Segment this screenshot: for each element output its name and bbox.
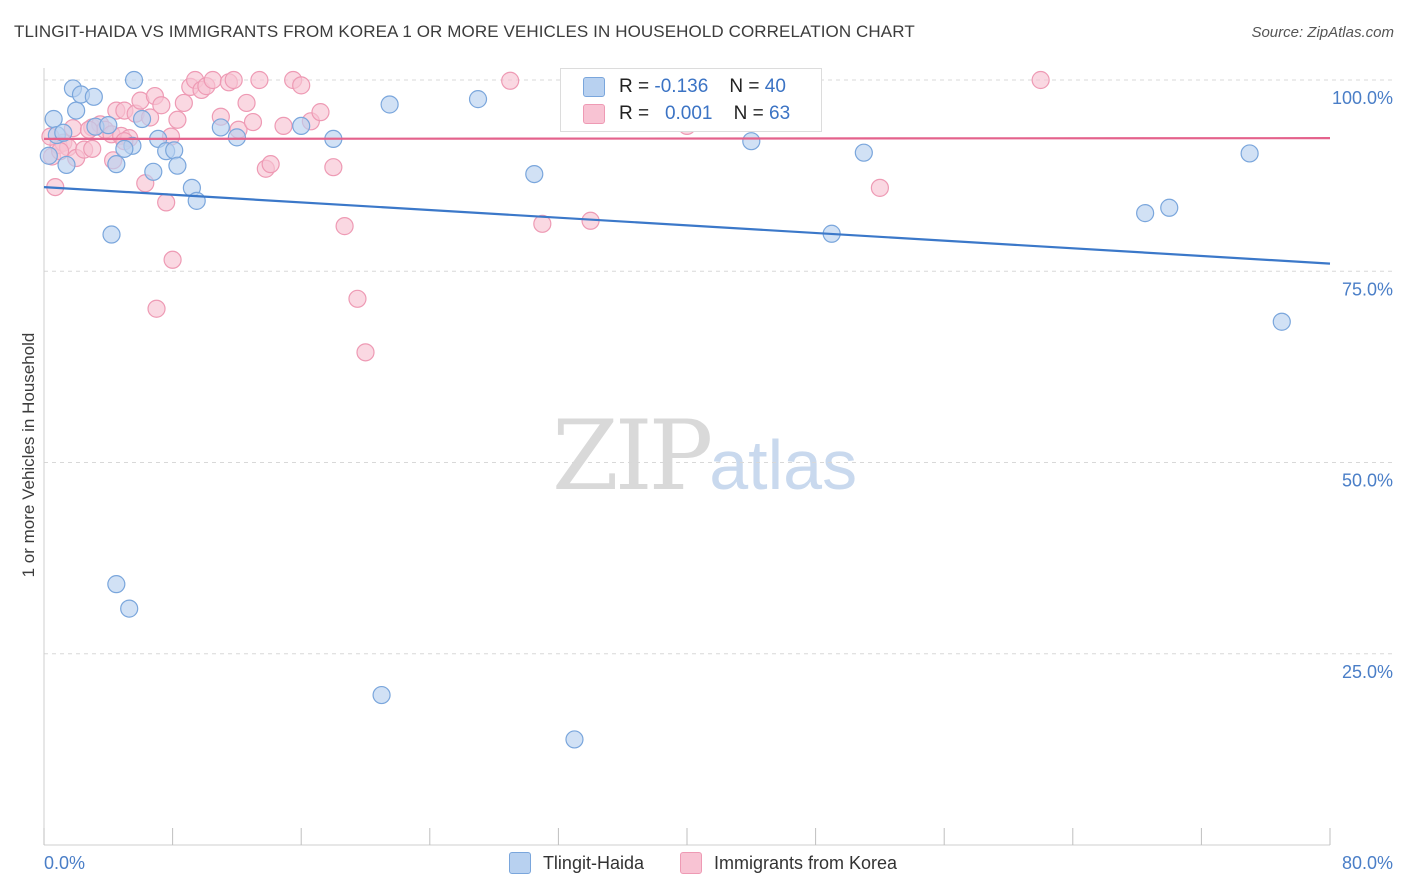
point-korea: [147, 299, 166, 318]
point-tlingit: [1160, 198, 1179, 217]
axes: [43, 68, 1331, 846]
series-legend: Tlingit-Haida Immigrants from Korea: [0, 852, 1406, 874]
r-label: R =: [619, 103, 650, 124]
point-tlingit: [84, 87, 103, 106]
point-tlingit: [165, 141, 184, 160]
point-korea: [870, 178, 890, 197]
y-tick-label: 75.0%: [1342, 279, 1393, 299]
point-tlingit: [120, 599, 139, 618]
point-tlingit: [67, 101, 86, 120]
point-tlingit: [1272, 312, 1291, 331]
blue-swatch: [583, 77, 605, 97]
source-credit: Source: ZipAtlas.com: [1251, 24, 1394, 41]
point-tlingit: [742, 132, 761, 151]
y-axis-label: 1 or more Vehicles in Household: [19, 333, 38, 578]
point-tlingit: [115, 139, 134, 158]
point-korea: [224, 70, 243, 90]
point-korea: [243, 112, 263, 132]
blue-swatch: [508, 852, 531, 874]
pink-swatch: [583, 104, 605, 124]
point-tlingit: [525, 164, 544, 184]
point-tlingit: [107, 575, 126, 594]
point-tlingit: [1240, 144, 1259, 163]
point-korea: [163, 250, 182, 269]
point-tlingit: [57, 155, 76, 175]
point-tlingit: [39, 146, 58, 165]
y-tick-label: 100.0%: [1332, 88, 1393, 108]
n-value: 40: [764, 76, 786, 97]
r-value: -0.136: [654, 76, 709, 97]
pink-swatch: [679, 852, 702, 874]
point-tlingit: [124, 70, 144, 90]
point-korea: [237, 93, 256, 113]
point-korea: [83, 139, 102, 158]
point-korea: [250, 70, 269, 90]
point-tlingit: [227, 128, 246, 147]
x-tick-label-right: 80.0%: [1342, 853, 1393, 873]
point-korea: [533, 214, 552, 233]
chart-title: TLINGIT-HAIDA VS IMMIGRANTS FROM KOREA 1…: [14, 22, 915, 41]
point-tlingit: [372, 685, 391, 705]
legend-row-tlingit: R = -0.136 N = 40: [583, 74, 786, 100]
legend-label: Immigrants from Korea: [713, 852, 898, 873]
trend-line-korea: [43, 137, 1331, 141]
gridlines: [44, 79, 1392, 655]
trend-lines: [43, 137, 1331, 265]
legend-label: Tlingit-Haida: [542, 852, 644, 873]
r-value: 0.001: [664, 103, 713, 124]
point-korea: [501, 71, 520, 90]
n-label: N =: [729, 76, 760, 97]
point-korea: [348, 289, 367, 308]
point-korea: [174, 93, 193, 113]
point-korea: [274, 116, 293, 136]
point-tlingit: [565, 730, 584, 749]
x-tick-label-left: 0.0%: [44, 853, 85, 873]
point-tlingit: [102, 225, 121, 244]
r-label: R =: [619, 76, 650, 97]
correlation-legend: R = -0.136 N = 40 R = 0.001 N = 63: [560, 68, 822, 132]
watermark: ZIPatlas: [552, 400, 857, 512]
point-korea: [168, 110, 187, 129]
point-korea: [356, 343, 375, 362]
tick-labels: 100.0% 75.0% 50.0% 25.0% 0.0% 80.0% 1 or more …: [19, 88, 1393, 873]
watermark-atlas: atlas: [709, 426, 858, 504]
point-tlingit: [54, 123, 73, 142]
point-tlingit: [211, 118, 230, 137]
n-label: N =: [733, 103, 764, 124]
point-tlingit: [1136, 204, 1155, 223]
legend-item-tlingit[interactable]: Tlingit-Haida: [508, 852, 644, 874]
point-korea: [311, 103, 330, 122]
y-tick-label: 50.0%: [1342, 471, 1393, 491]
point-tlingit: [380, 95, 399, 114]
series-tlingit-points: [39, 70, 1291, 749]
watermark-zip: ZIP: [552, 400, 713, 512]
point-tlingit: [144, 162, 163, 181]
point-tlingit: [99, 116, 118, 135]
n-value: 63: [769, 103, 791, 124]
legend-item-korea[interactable]: Immigrants from Korea: [679, 852, 898, 874]
point-tlingit: [292, 116, 311, 136]
point-korea: [1031, 70, 1050, 90]
point-tlingit: [468, 90, 488, 109]
point-tlingit: [132, 109, 152, 129]
point-korea: [203, 70, 222, 90]
point-korea: [292, 76, 311, 95]
y-tick-label: 25.0%: [1342, 662, 1393, 682]
point-korea: [335, 217, 354, 236]
point-korea: [261, 155, 280, 174]
point-korea: [152, 96, 171, 115]
point-tlingit: [107, 155, 126, 174]
point-tlingit: [854, 143, 873, 162]
trend-line-tlingit: [43, 186, 1331, 265]
legend-row-korea: R = 0.001 N = 63: [583, 101, 790, 127]
point-tlingit: [168, 156, 187, 175]
point-korea: [324, 158, 343, 177]
point-korea: [157, 193, 176, 212]
